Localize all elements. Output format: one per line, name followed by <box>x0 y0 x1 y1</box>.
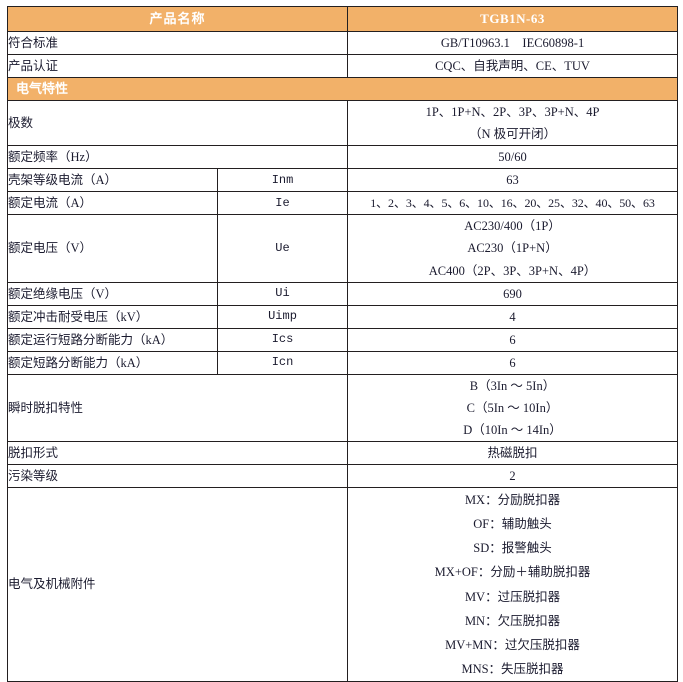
value-line: （N 极可开闭） <box>468 127 557 142</box>
row-label-poles: 极数 <box>6 99 349 147</box>
accessory-line: SD：报警触头 <box>473 541 552 556</box>
value-line: AC230/400（1P） <box>464 219 561 234</box>
row-symbol-rated-current: Ie <box>216 191 349 216</box>
row-label-frequency: 额定频率（Hz） <box>6 145 349 170</box>
row-value-breaking-capacity: 6 <box>347 350 679 375</box>
row-symbol-impulse-voltage: Uimp <box>216 304 349 329</box>
table-row: 极数 1P、1P+N、2P、3P、3P+N、4P （N 极可开闭） <box>6 99 679 147</box>
row-value-accessories: MX：分励脱扣器 OF：辅助触头 SD：报警触头 MX+OF：分励＋辅助脱扣器 … <box>347 487 679 682</box>
table-row: 额定电流（A） Ie 1、2、3、4、5、6、10、16、20、25、32、40… <box>7 191 679 216</box>
row-label-rated-voltage: 额定电压（V） <box>7 214 218 283</box>
value-line: D（10In ～ 14In） <box>463 422 562 437</box>
row-label-standard: 符合标准 <box>6 31 349 55</box>
value-line: C（5In ～ 10In） <box>466 400 559 415</box>
row-label-impulse-voltage: 额定冲击耐受电压（kV） <box>7 304 218 329</box>
row-label-instantaneous-tripping: 瞬时脱扣特性 <box>6 373 349 443</box>
product-name-header: 产品名称 <box>6 6 349 32</box>
product-specification-table: 产品名称 TGB1N-63 符合标准 GB/T10963.1 IEC60898-… <box>6 6 679 682</box>
row-label-pollution-degree: 污染等级 <box>6 464 349 488</box>
accessory-line: MNS：失压脱扣器 <box>461 661 564 676</box>
row-value-rated-voltage: AC230/400（1P） AC230（1P+N） AC400（2P、3P、3P… <box>347 214 679 283</box>
table-row: 壳架等级电流（A） Inm 63 <box>7 168 679 193</box>
row-value-instantaneous-tripping: B（3In ～ 5In） C（5In ～ 10In） D（10In ～ 14In… <box>347 373 679 443</box>
table-row: 额定短路分断能力（kA） Icn 6 <box>7 350 679 375</box>
row-value-tripping-type: 热磁脱扣 <box>347 441 679 465</box>
row-value-rated-current: 1、2、3、4、5、6、10、16、20、25、32、40、50、63 <box>347 191 679 216</box>
accessory-line: MV：过压脱扣器 <box>464 589 561 604</box>
row-label-accessories: 电气及机械附件 <box>6 487 349 682</box>
row-value-impulse-voltage: 4 <box>347 304 679 329</box>
row-symbol-rated-voltage: Ue <box>216 214 349 283</box>
row-value-pollution-degree: 2 <box>347 464 679 488</box>
row-label-breaking-capacity: 额定短路分断能力（kA） <box>7 350 218 375</box>
table-row: 额定绝缘电压（V） Ui 690 <box>7 281 679 306</box>
row-value-service-breaking-capacity: 6 <box>347 327 679 352</box>
row-label-certification: 产品认证 <box>6 54 349 78</box>
row-symbol-service-breaking-capacity: Ics <box>216 327 349 352</box>
value-line: B（3In ～ 5In） <box>469 378 556 393</box>
row-symbol-insulation-voltage: Ui <box>216 281 349 306</box>
table-row: 额定电压（V） Ue AC230/400（1P） AC230（1P+N） AC4… <box>7 214 679 283</box>
table-row: 额定频率（Hz） 50/60 <box>6 145 679 170</box>
table-row: 额定运行短路分断能力（kA） Ics 6 <box>7 327 679 352</box>
table-row: 符合标准 GB/T10963.1 IEC60898-1 <box>6 31 679 55</box>
row-value-poles: 1P、1P+N、2P、3P、3P+N、4P （N 极可开闭） <box>347 99 679 147</box>
accessory-line: MX+OF：分励＋辅助脱扣器 <box>434 565 591 580</box>
row-value-frequency: 50/60 <box>347 145 679 170</box>
value-line: 1P、1P+N、2P、3P、3P+N、4P <box>425 105 600 119</box>
table-row: 额定冲击耐受电压（kV） Uimp 4 <box>7 304 679 329</box>
row-value-insulation-voltage: 690 <box>347 281 679 306</box>
product-model-header: TGB1N-63 <box>347 6 679 32</box>
row-label-frame-current: 壳架等级电流（A） <box>7 168 218 193</box>
row-value-frame-current: 63 <box>347 168 679 193</box>
value-line: AC400（2P、3P、3P+N、4P） <box>428 263 597 278</box>
accessory-line: MN：欠压脱扣器 <box>464 613 561 628</box>
row-label-rated-current: 额定电流（A） <box>7 191 218 216</box>
row-value-certification: CQC、自我声明、CE、TUV <box>347 54 679 78</box>
table-row: 脱扣形式 热磁脱扣 <box>6 441 679 465</box>
table-row: 瞬时脱扣特性 B（3In ～ 5In） C（5In ～ 10In） D（10In… <box>6 373 679 443</box>
specification-sheet: 产品名称 TGB1N-63 符合标准 GB/T10963.1 IEC60898-… <box>6 6 679 682</box>
table-row-accessories: 电气及机械附件 MX：分励脱扣器 OF：辅助触头 SD：报警触头 MX+OF：分… <box>6 487 679 682</box>
row-label-insulation-voltage: 额定绝缘电压（V） <box>7 281 218 306</box>
row-label-service-breaking-capacity: 额定运行短路分断能力（kA） <box>7 327 218 352</box>
accessory-line: MX：分励脱扣器 <box>464 493 561 507</box>
value-line: AC230（1P+N） <box>467 241 558 256</box>
accessory-line: OF：辅助触头 <box>473 517 552 532</box>
table-header-row: 产品名称 TGB1N-63 <box>6 6 679 32</box>
accessory-line: MV+MN：过欠压脱扣器 <box>445 637 580 652</box>
row-symbol-breaking-capacity: Icn <box>216 350 349 375</box>
table-row: 产品认证 CQC、自我声明、CE、TUV <box>6 54 679 78</box>
section-label-electrical: 电气特性 <box>6 77 679 101</box>
row-value-standard: GB/T10963.1 IEC60898-1 <box>347 31 679 55</box>
section-header-row: 电气特性 <box>6 77 679 101</box>
table-body: 产品名称 TGB1N-63 符合标准 GB/T10963.1 IEC60898-… <box>6 6 679 682</box>
table-row: 污染等级 2 <box>6 464 679 488</box>
row-symbol-frame-current: Inm <box>216 168 349 193</box>
row-label-tripping-type: 脱扣形式 <box>6 441 349 465</box>
